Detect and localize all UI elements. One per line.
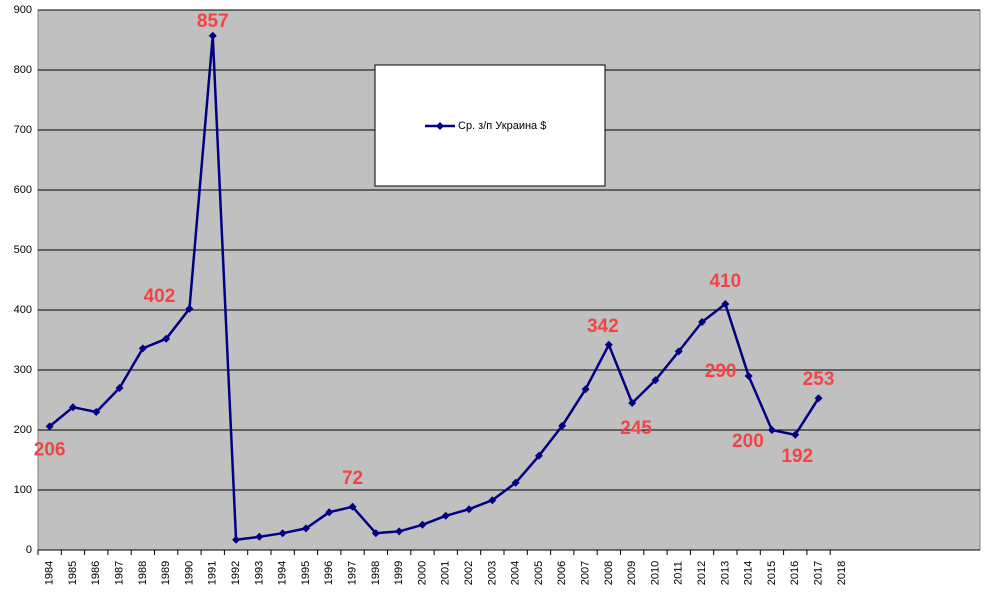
marker <box>744 372 753 380</box>
y-tick-label: 700 <box>14 124 32 136</box>
x-tick-label: 1986 <box>90 561 102 585</box>
y-tick-label: 600 <box>14 184 32 196</box>
data-label: 410 <box>709 271 741 292</box>
marker <box>325 508 334 517</box>
x-tick-label: 2012 <box>696 561 708 585</box>
y-tick-label: 500 <box>14 244 32 256</box>
x-tick-label: 1994 <box>277 561 289 585</box>
legend <box>374 64 606 187</box>
x-tick-label: 2006 <box>556 561 568 585</box>
data-label: 342 <box>587 316 619 337</box>
data-label: 192 <box>781 446 813 467</box>
x-tick-label: 1989 <box>160 561 172 585</box>
data-label: 253 <box>803 369 835 390</box>
x-tick-label: 2018 <box>836 561 848 585</box>
marker <box>162 334 171 343</box>
legend-label: Ср. з/п Украина $ <box>458 120 546 132</box>
x-tick-label: 2010 <box>649 561 661 585</box>
legend-marker <box>436 122 444 130</box>
marker <box>628 399 637 407</box>
marker <box>208 31 217 40</box>
data-label: 72 <box>342 468 363 489</box>
marker <box>278 529 287 538</box>
marker <box>138 344 147 353</box>
x-tick-label: 1985 <box>67 561 79 585</box>
x-tick-label: 2001 <box>440 561 452 585</box>
marker <box>395 527 404 536</box>
data-label: 290 <box>705 361 737 382</box>
x-tick-label: 1988 <box>137 561 149 585</box>
marker <box>465 505 474 514</box>
y-tick-label: 400 <box>14 304 32 316</box>
marker <box>255 532 264 541</box>
marker <box>115 384 124 392</box>
x-tick-label: 1996 <box>323 561 335 585</box>
marker <box>511 478 520 487</box>
x-tick-label: 2002 <box>463 561 475 585</box>
x-tick-label: 2004 <box>510 561 522 585</box>
x-tick-label: 1992 <box>230 561 242 585</box>
x-tick-label: 2013 <box>719 561 731 585</box>
marks <box>45 31 823 544</box>
y-tick-label: 900 <box>14 4 32 16</box>
marker <box>767 426 776 434</box>
x-tick-label: 2016 <box>789 561 801 585</box>
marker <box>488 496 497 505</box>
x-tick-label: 2000 <box>416 561 428 585</box>
series-line <box>48 35 820 542</box>
marker <box>558 421 567 430</box>
marker <box>534 451 543 460</box>
marker <box>185 304 194 313</box>
y-tick-label: 200 <box>14 424 32 436</box>
y-tick-label: 800 <box>14 64 32 76</box>
x-tick-label: 2017 <box>812 561 824 585</box>
marker <box>698 318 707 326</box>
data-label: 402 <box>144 286 176 307</box>
x-tick-label: 2007 <box>579 561 591 585</box>
x-tick-label: 1987 <box>113 561 125 585</box>
marker <box>92 408 101 416</box>
marker <box>232 535 241 544</box>
marker <box>814 394 823 403</box>
marker <box>301 524 310 533</box>
marker <box>791 430 800 439</box>
x-tick-label: 2009 <box>626 561 638 585</box>
data-label: 857 <box>197 11 229 32</box>
x-tick-label: 1991 <box>207 561 219 585</box>
marker <box>441 511 450 520</box>
data-label: 200 <box>732 431 764 452</box>
marker <box>674 347 683 356</box>
marker <box>651 376 660 385</box>
y-tick-label: 0 <box>26 544 32 556</box>
marker <box>68 403 77 412</box>
x-tick-label: 2015 <box>766 561 778 585</box>
marker <box>418 520 427 529</box>
x-tick-label: 1984 <box>44 561 56 585</box>
data-label: 245 <box>620 418 652 439</box>
marker <box>45 422 54 431</box>
x-tick-label: 1999 <box>393 561 405 585</box>
x-tick-label: 1998 <box>370 561 382 585</box>
y-tick-label: 100 <box>14 484 32 496</box>
x-tick-label: 1993 <box>253 561 265 585</box>
x-tick-label: 2003 <box>486 561 498 585</box>
x-tick-label: 1995 <box>300 561 312 585</box>
x-tick-label: 1997 <box>346 561 358 585</box>
x-tick-label: 2008 <box>603 561 615 585</box>
x-tick-label: 2011 <box>673 561 685 585</box>
marker <box>581 385 590 394</box>
marker <box>348 502 357 511</box>
y-tick-label: 300 <box>14 364 32 376</box>
data-label: 206 <box>34 439 66 460</box>
marker <box>604 340 613 349</box>
x-tick-label: 2014 <box>743 561 755 585</box>
marker <box>721 300 730 308</box>
x-tick-label: 2005 <box>533 561 545 585</box>
x-tick-label: 1990 <box>183 561 195 585</box>
marker <box>371 529 380 538</box>
